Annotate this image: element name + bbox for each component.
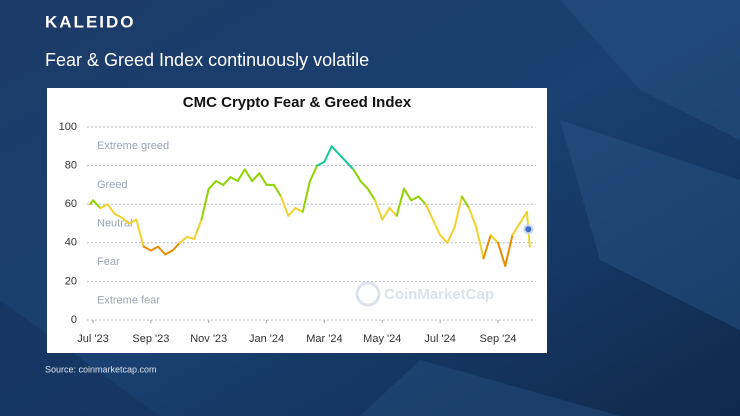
- y-tick-label: 80: [65, 160, 77, 172]
- line-segment: [171, 241, 181, 252]
- zone-label: Neutral: [97, 217, 132, 229]
- x-tick-label: May '24: [363, 333, 401, 345]
- x-tick-label: Jul '23: [77, 333, 108, 345]
- zone-label: Extreme greed: [97, 140, 169, 152]
- line-segment: [439, 234, 449, 244]
- line-segment: [128, 218, 138, 225]
- line-segment: [113, 212, 123, 219]
- line-segment: [345, 160, 355, 171]
- line-segment: [99, 203, 109, 210]
- line-segment: [91, 199, 102, 210]
- zone-label: Greed: [97, 179, 128, 191]
- line-segment: [366, 187, 377, 202]
- line-segment: [446, 226, 456, 244]
- line-segment: [251, 172, 261, 183]
- line-segment: [359, 180, 369, 190]
- line-segment: [258, 172, 268, 186]
- line-segment: [135, 218, 145, 248]
- line-segment: [388, 207, 398, 217]
- line-segment: [323, 145, 333, 163]
- x-tick-label: Nov '23: [190, 333, 227, 345]
- line-segment: [308, 164, 319, 183]
- x-tick-label: Jan '24: [249, 333, 284, 345]
- line-segment: [337, 153, 348, 163]
- x-tick-label: Jul '24: [424, 333, 455, 345]
- zone-label: Fear: [97, 256, 120, 268]
- line-segment: [301, 180, 311, 213]
- chart-title: CMC Crypto Fear & Greed Index: [183, 94, 412, 111]
- y-tick-label: 100: [59, 121, 77, 133]
- x-tick-label: Mar '24: [306, 333, 342, 345]
- line-segment: [475, 226, 485, 260]
- x-tick-label: Sep '23: [132, 333, 169, 345]
- line-segment: [504, 234, 514, 267]
- brand: KALEIDO: [45, 12, 136, 31]
- line-segment: [424, 203, 434, 221]
- line-segment: [229, 176, 239, 183]
- headline: Fear & Greed Index continuously volatile: [45, 50, 369, 70]
- line-segment: [200, 187, 210, 221]
- y-tick-label: 60: [65, 198, 77, 210]
- line-segment: [294, 207, 304, 213]
- line-segment: [178, 236, 189, 244]
- line-segment: [352, 168, 362, 183]
- y-tick-label: 40: [65, 237, 77, 249]
- line-segment: [280, 195, 290, 217]
- bg-shape: [360, 360, 620, 416]
- zone-label: Extreme fear: [97, 295, 160, 307]
- bg-shape: [0, 300, 160, 416]
- line-segment: [453, 195, 463, 229]
- line-segment: [518, 210, 528, 225]
- source: Source: coinmarketcap.com: [45, 364, 157, 374]
- highlight-point: [523, 224, 534, 235]
- chart-panel: [47, 88, 547, 353]
- line-segment: [236, 168, 246, 183]
- line-segment: [395, 187, 405, 217]
- line-segment: [402, 187, 413, 202]
- line-segment: [417, 195, 427, 206]
- line-segment: [207, 180, 217, 190]
- line-segment: [489, 234, 499, 244]
- line-segment: [157, 245, 167, 256]
- line-segment: [120, 216, 131, 225]
- line-segment: [243, 168, 254, 183]
- bg-shape: [560, 120, 740, 330]
- line-segment: [330, 145, 340, 156]
- line-segment: [431, 218, 442, 237]
- line-segment: [106, 203, 116, 215]
- line-segment: [511, 222, 521, 237]
- line-segment: [468, 207, 478, 229]
- line-segment: [186, 236, 196, 240]
- line-segment: [482, 234, 492, 260]
- line-segment: [149, 245, 160, 252]
- line-segment: [214, 180, 225, 186]
- line-segment: [142, 245, 152, 252]
- line-segment: [410, 195, 420, 202]
- bg-shape: [560, 0, 740, 140]
- line-segment: [193, 218, 203, 240]
- line-segment: [496, 241, 507, 267]
- line-segment: [316, 160, 326, 167]
- x-tick-label: Sep '24: [480, 333, 517, 345]
- line-segment: [272, 183, 283, 198]
- line-segment: [222, 176, 232, 186]
- line-segment: [164, 249, 174, 256]
- line-segment: [287, 207, 297, 217]
- watermark: CoinMarketCap: [384, 286, 494, 303]
- y-tick-label: 0: [71, 314, 77, 326]
- line-segment: [381, 207, 391, 221]
- y-tick-label: 20: [65, 275, 77, 287]
- line-segment: [460, 195, 471, 210]
- watermark-logo: [355, 281, 381, 307]
- line-segment: [374, 199, 384, 221]
